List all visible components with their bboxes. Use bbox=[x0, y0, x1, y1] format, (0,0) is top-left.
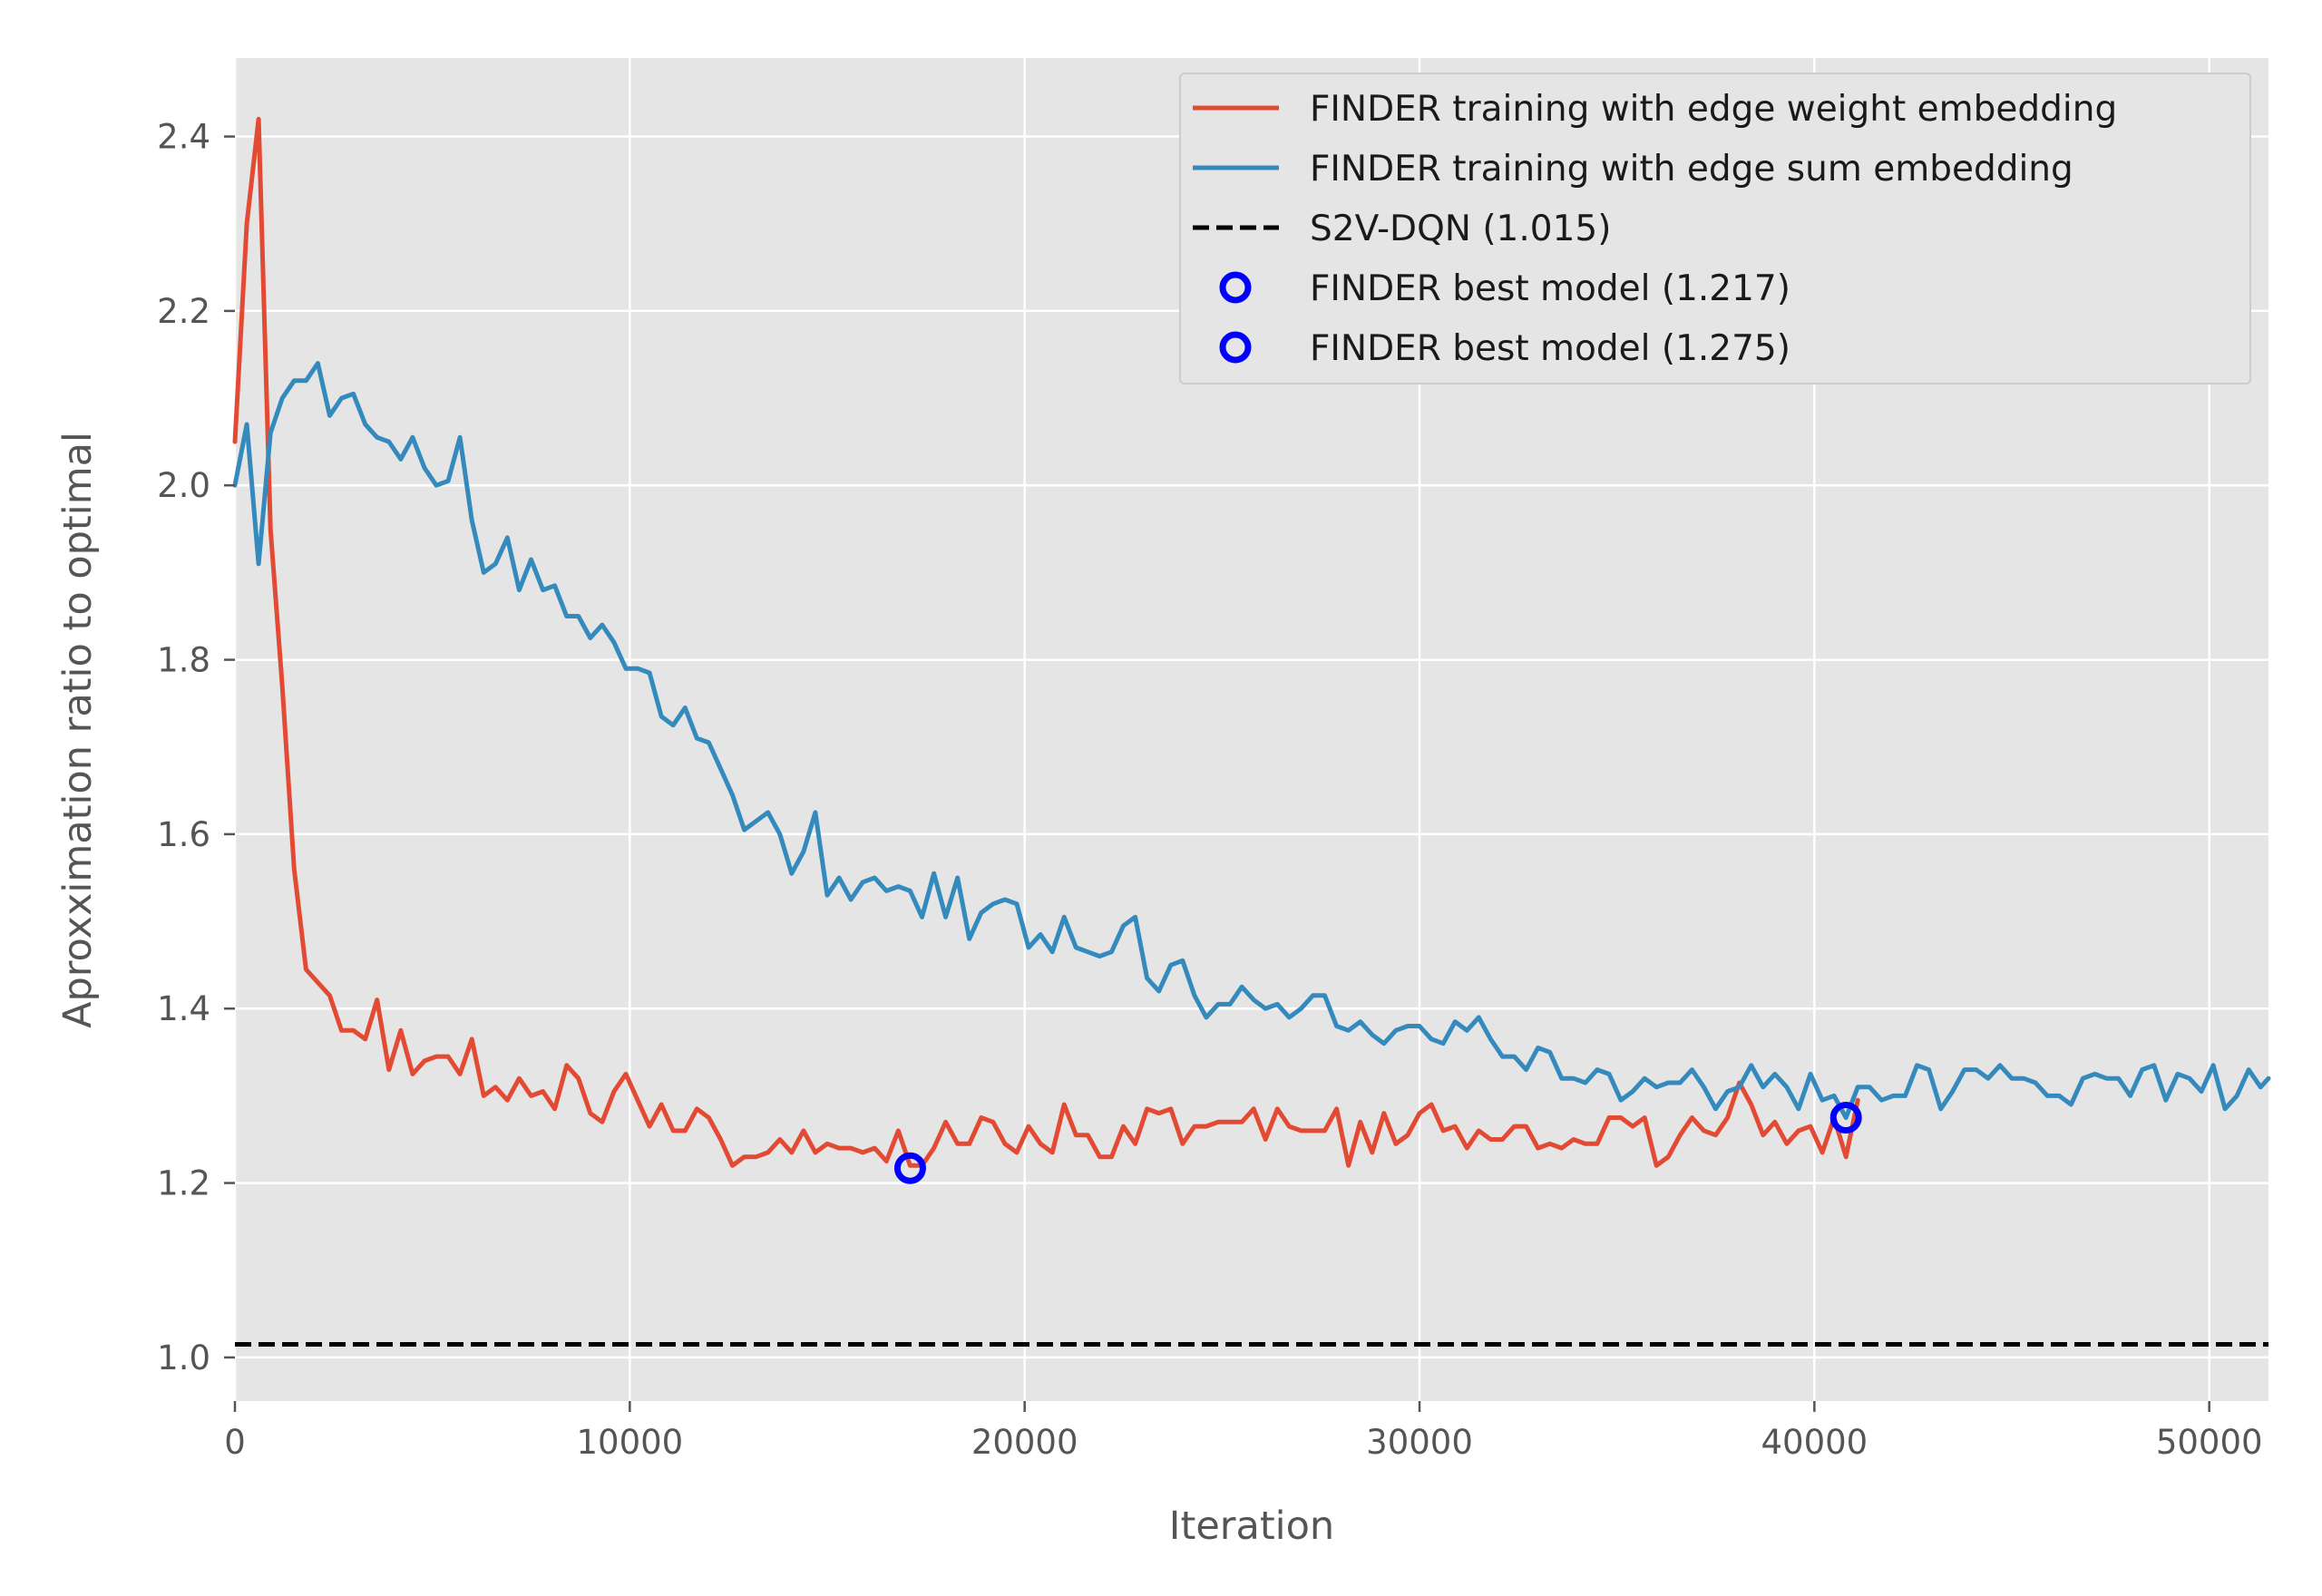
x-axis-label: Iteration bbox=[1169, 1504, 1334, 1549]
legend: FINDER training with edge weight embeddi… bbox=[1179, 73, 2251, 384]
x-tick-label: 20000 bbox=[971, 1423, 1078, 1462]
legend-label: FINDER best model (1.217) bbox=[1310, 268, 1790, 309]
y-axis-label: Aproxximation ratio to optimal bbox=[55, 432, 101, 1028]
y-tick-label: 2.4 bbox=[157, 118, 210, 157]
series-layer bbox=[232, 116, 2271, 1347]
y-axis: 1.0 1.2 1.4 1.6 1.8 2.0 2.2 2.4 bbox=[157, 118, 235, 1377]
x-axis: 0 10000 20000 30000 40000 50000 bbox=[224, 1401, 2263, 1462]
x-tick-label: 30000 bbox=[1366, 1423, 1473, 1462]
legend-swatch-marker bbox=[1219, 331, 1252, 364]
best-model-marker bbox=[1829, 1101, 1862, 1134]
y-tick-label: 1.4 bbox=[157, 989, 210, 1028]
legend-swatch-marker bbox=[1219, 271, 1252, 304]
y-tick-label: 1.8 bbox=[157, 641, 210, 680]
x-tick-label: 40000 bbox=[1761, 1423, 1868, 1462]
legend-label: S2V-DQN (1.015) bbox=[1310, 209, 1611, 249]
y-tick-label: 1.2 bbox=[157, 1164, 210, 1203]
y-tick-label: 1.6 bbox=[157, 815, 210, 854]
legend-label: FINDER best model (1.275) bbox=[1310, 328, 1790, 369]
y-tick-label: 2.2 bbox=[157, 292, 210, 331]
legend-label: FINDER training with edge weight embeddi… bbox=[1310, 89, 2117, 130]
y-tick-label: 1.0 bbox=[157, 1338, 210, 1377]
series-line bbox=[232, 116, 1860, 1168]
legend-box bbox=[1179, 73, 2251, 384]
x-tick-label: 0 bbox=[224, 1423, 246, 1462]
y-tick-label: 2.0 bbox=[157, 466, 210, 505]
series-line bbox=[232, 361, 2271, 1120]
x-tick-label: 10000 bbox=[576, 1423, 683, 1462]
best-model-marker bbox=[893, 1152, 926, 1184]
legend-label: FINDER training with edge sum embedding bbox=[1310, 149, 2073, 190]
x-tick-label: 50000 bbox=[2156, 1423, 2263, 1462]
